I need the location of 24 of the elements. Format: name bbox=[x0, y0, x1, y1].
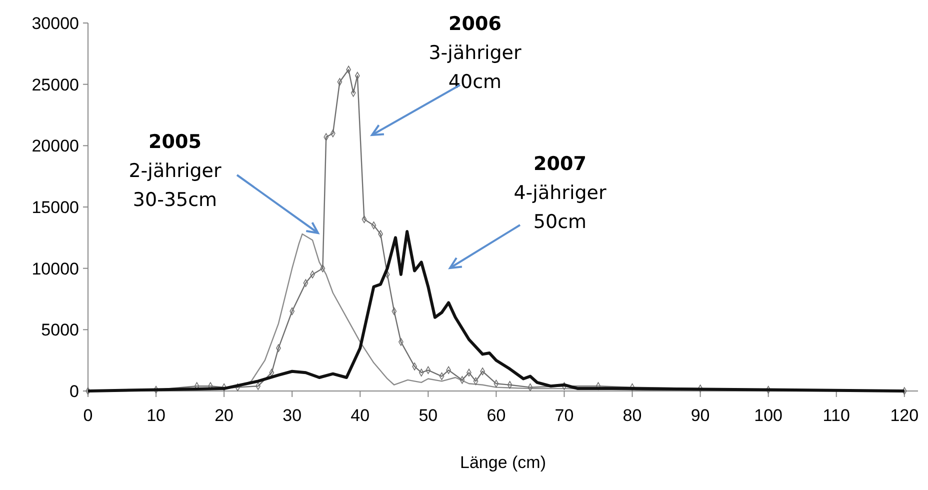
x-tick-label: 30 bbox=[282, 406, 302, 425]
x-tick-label: 0 bbox=[83, 406, 93, 425]
x-tick-label: 40 bbox=[350, 406, 370, 425]
x-tick-label: 80 bbox=[622, 406, 642, 425]
x-tick-label: 20 bbox=[214, 406, 234, 425]
annotation: 2007 4-jähriger 50cm bbox=[514, 153, 606, 233]
x-tick-label: 70 bbox=[554, 406, 574, 425]
y-tick-label: 0 bbox=[70, 382, 79, 401]
x-tick-label: 50 bbox=[418, 406, 438, 425]
x-tick-label: 120 bbox=[890, 406, 919, 425]
x-tick-label: 10 bbox=[146, 406, 166, 425]
y-tick-label: 20000 bbox=[32, 136, 79, 156]
x-tick-label: 110 bbox=[822, 406, 850, 425]
y-tick-label: 5000 bbox=[41, 320, 79, 340]
y-tick-label: 30000 bbox=[32, 14, 79, 33]
annotation: 2005 2-jähriger 30-35cm bbox=[128, 131, 222, 211]
x-tick-label: 90 bbox=[690, 406, 710, 425]
y-tick-label: 25000 bbox=[32, 75, 79, 94]
y-tick-label: 10000 bbox=[32, 259, 79, 278]
x-tick-label: 100 bbox=[754, 406, 783, 425]
annotation: 2006 3-jähriger 40cm bbox=[428, 13, 522, 93]
x-axis-title: Länge (cm) bbox=[460, 453, 546, 472]
y-tick-label: 15000 bbox=[32, 198, 79, 217]
x-tick-label: 60 bbox=[486, 406, 506, 425]
